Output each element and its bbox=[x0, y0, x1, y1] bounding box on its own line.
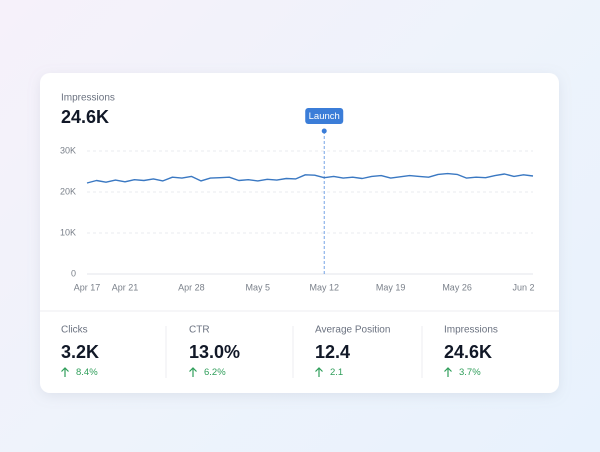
y-tick-label: 20K bbox=[60, 186, 76, 196]
x-tick-label: Apr 21 bbox=[112, 282, 139, 292]
stat-change: 3.7% bbox=[459, 367, 481, 378]
x-tick-label: May 26 bbox=[442, 282, 472, 292]
annotation-label: Launch bbox=[309, 111, 340, 122]
stat-change: 6.2% bbox=[204, 367, 226, 378]
up-arrow bbox=[61, 367, 69, 377]
up-arrow bbox=[315, 367, 323, 377]
stat-value: 12.4 bbox=[315, 342, 350, 362]
stat-value: 3.2K bbox=[61, 342, 99, 362]
x-tick-label: May 19 bbox=[376, 282, 406, 292]
stat-value: 13.0% bbox=[189, 342, 240, 362]
stat-value: 24.6K bbox=[444, 342, 492, 362]
annotation-dot bbox=[321, 128, 327, 134]
x-tick-label: May 5 bbox=[246, 282, 271, 292]
y-tick-label: 30K bbox=[60, 145, 76, 155]
x-tick-label: May 12 bbox=[309, 282, 339, 292]
stat-change: 8.4% bbox=[76, 367, 98, 378]
annotation-badge bbox=[305, 108, 344, 124]
stat-label: Impressions bbox=[444, 325, 498, 336]
chart-title: Impressions bbox=[61, 93, 115, 104]
stat-label: Average Position bbox=[315, 325, 390, 336]
stats: Clicks 3.2K 8.4% CTR 13.0% 6.2% Average Positi… bbox=[61, 325, 498, 378]
stat-label: CTR bbox=[189, 325, 210, 336]
x-tick-label: Apr 17 bbox=[74, 282, 101, 292]
series-line bbox=[86, 172, 534, 184]
x-tick-label: Jun 2 bbox=[512, 282, 534, 292]
up-arrow bbox=[189, 367, 197, 377]
stat-label: Clicks bbox=[61, 325, 88, 336]
plot: 0 10K 20K 30K Apr 17 Apr 21 Apr 28 May 5 May 12 M… bbox=[60, 108, 535, 292]
y-tick-label: 0 bbox=[71, 268, 76, 278]
y-tick-label: 10K bbox=[60, 227, 76, 237]
up-arrow bbox=[444, 367, 452, 377]
stat-change: 2.1 bbox=[330, 367, 343, 378]
chart-subtitle: 24.6K bbox=[61, 107, 109, 127]
x-tick-label: Apr 28 bbox=[178, 282, 205, 292]
